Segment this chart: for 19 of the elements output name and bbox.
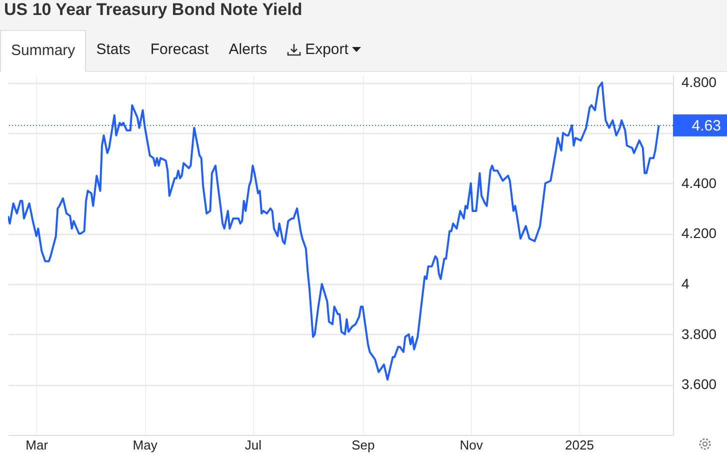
x-tick-label: May bbox=[132, 438, 158, 452]
x-tick-label: Mar bbox=[26, 438, 49, 452]
text: Forecast bbox=[149, 40, 210, 60]
y-tick-label: 4.400 bbox=[682, 174, 717, 191]
text: Export bbox=[305, 41, 348, 58]
text: Stats bbox=[95, 40, 132, 60]
y-tick-label: 4.800 bbox=[682, 74, 717, 90]
text: Summary bbox=[0, 30, 86, 72]
y-tick-label: 3.600 bbox=[682, 376, 717, 392]
x-tick-label: 2025 bbox=[565, 438, 594, 452]
y-tick-label: 4.200 bbox=[682, 225, 717, 242]
y-tick-label: 3.800 bbox=[682, 326, 717, 342]
y-tick-label: 4 bbox=[682, 275, 690, 292]
x-tick-label: Nov bbox=[460, 438, 484, 452]
x-tick-label: Sep bbox=[352, 438, 375, 452]
text: Alerts bbox=[228, 40, 268, 60]
chart-title: US 10 Year Treasury Bond Note Yield bbox=[4, 0, 302, 20]
x-tick-label: Jul bbox=[244, 438, 262, 452]
ref-line-label: 4.63 bbox=[692, 117, 721, 134]
